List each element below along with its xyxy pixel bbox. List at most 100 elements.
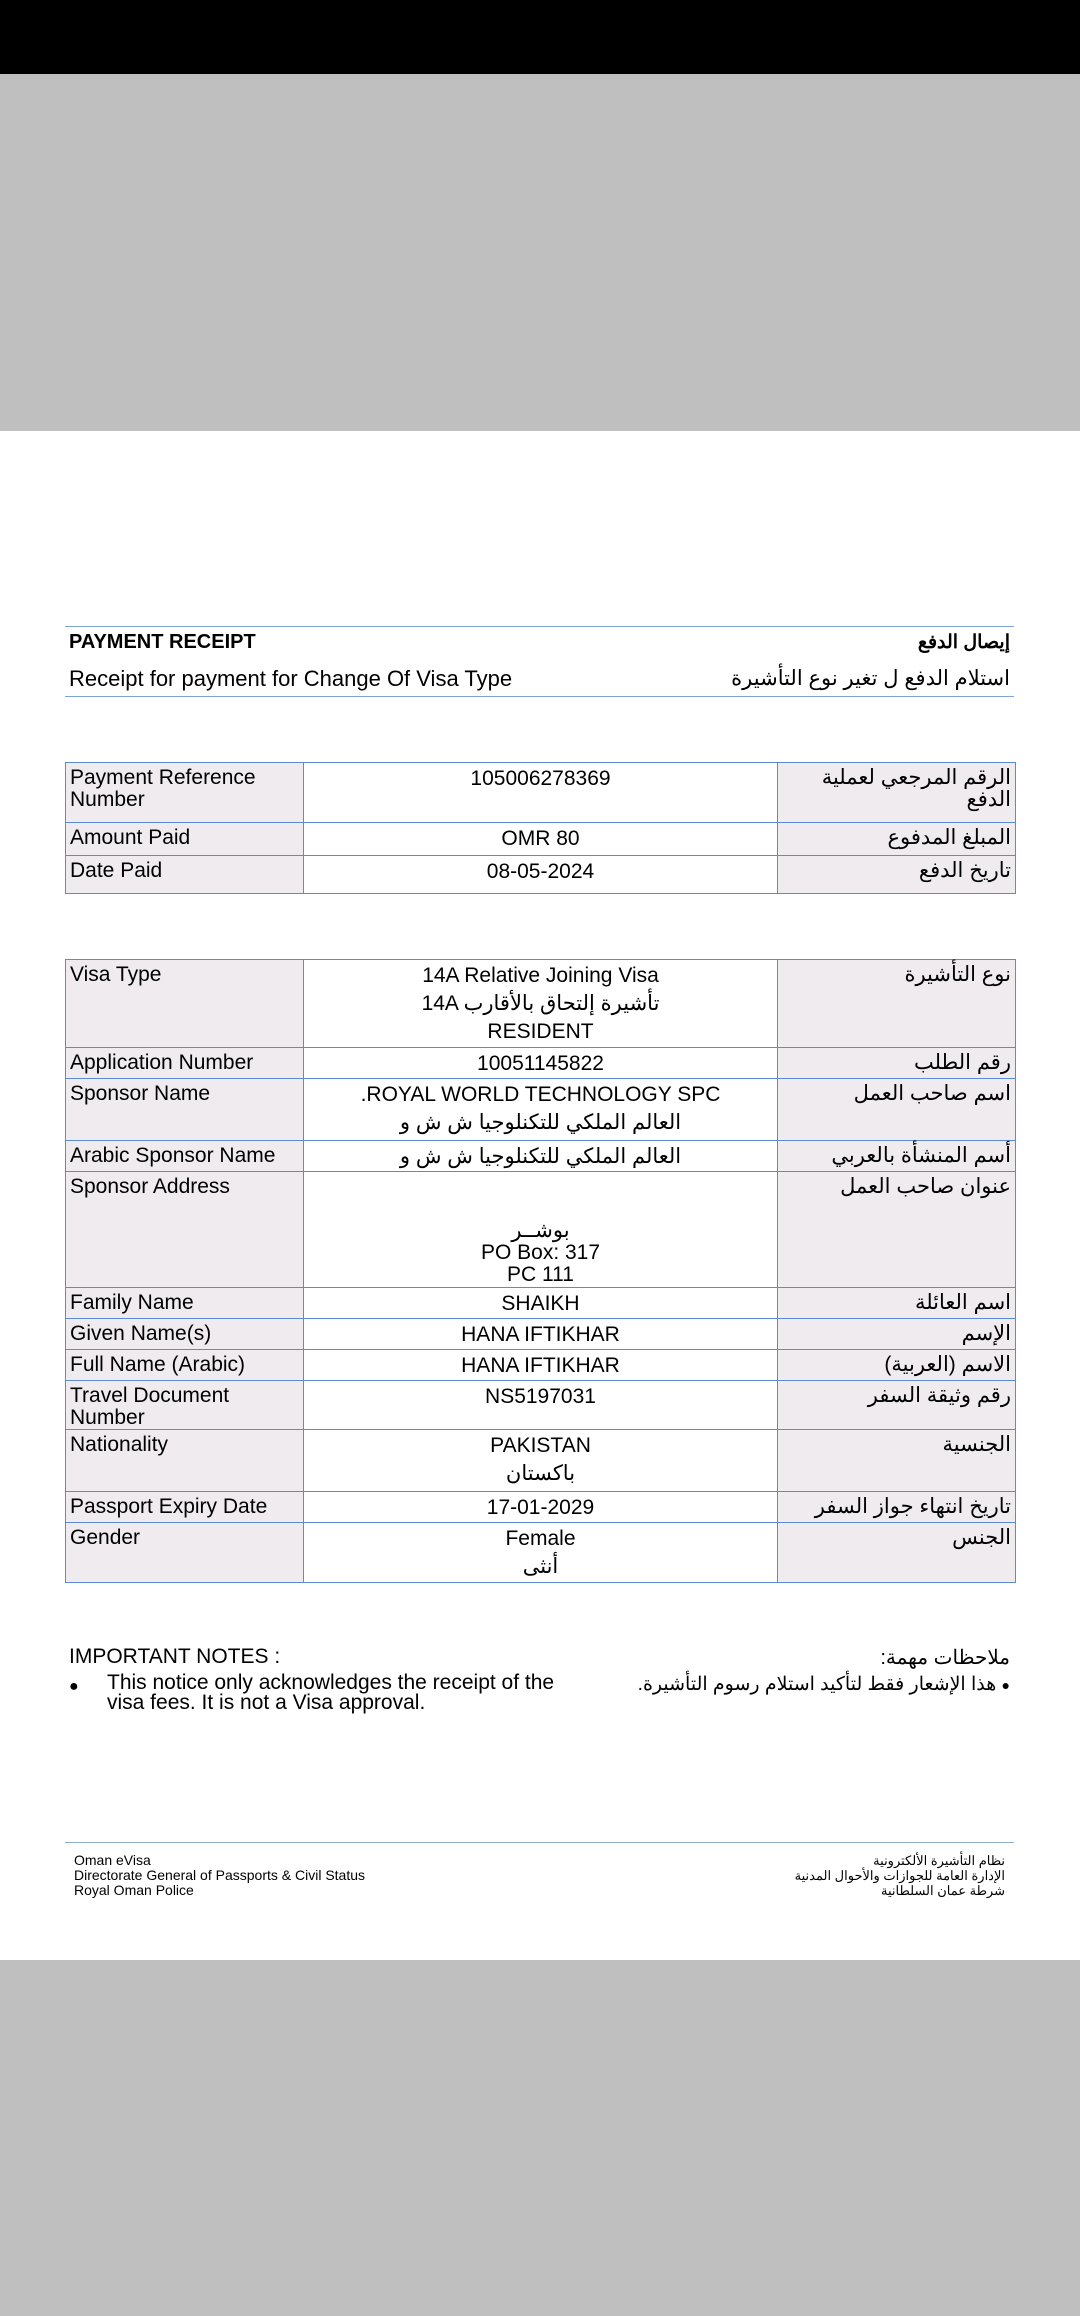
- field-value-line: باكستان: [505, 1462, 576, 1485]
- field-value-line: SHAIKH: [501, 1292, 580, 1315]
- footer-english: Oman eVisa Directorate General of Passpo…: [74, 1853, 365, 1898]
- field-value-line: PC 111: [507, 1263, 574, 1286]
- field-label: Travel Document Number: [65, 1380, 304, 1430]
- field-value: Female أنثى: [303, 1522, 778, 1583]
- top-status-bar: [0, 0, 1080, 74]
- field-label-arabic: تاريخ الدفع: [777, 855, 1016, 894]
- header-bottom-divider: [65, 696, 1014, 697]
- important-notes-title: IMPORTANT NOTES :: [69, 1645, 281, 1668]
- field-label: Date Paid: [65, 855, 304, 894]
- field-value: 10051145822: [303, 1047, 778, 1079]
- field-label-arabic: الاسم (العربية): [777, 1349, 1016, 1381]
- field-label-arabic: الجنسية: [777, 1429, 1016, 1492]
- field-label: Given Name(s): [65, 1318, 304, 1350]
- page-subtitle: Receipt for payment for Change Of Visa T…: [69, 666, 513, 691]
- page-title: PAYMENT RECEIPT: [69, 631, 256, 653]
- visa-details-table: Visa Type 14A Relative Joining Visa 14A تأ…: [65, 959, 1016, 1583]
- field-label: Passport Expiry Date: [65, 1491, 304, 1523]
- field-label: Arabic Sponsor Name: [65, 1140, 304, 1172]
- field-value-line: PO Box: 317: [480, 1241, 601, 1264]
- field-value: PAKISTAN باكستان: [303, 1429, 778, 1492]
- field-value: SHAIKH: [303, 1287, 778, 1319]
- field-label-arabic: أسم المنشأة بالعربي: [777, 1140, 1016, 1172]
- field-label-arabic: رقم الطلب: [777, 1047, 1016, 1079]
- field-label: Gender: [65, 1522, 304, 1583]
- field-value-line: OMR 80: [501, 827, 580, 850]
- footer-line: Royal Oman Police: [74, 1882, 194, 1898]
- payment-table: Payment Reference Number 105006278369 الرق…: [65, 762, 1016, 894]
- field-value-line: NS5197031: [485, 1385, 596, 1408]
- field-label: Amount Paid: [65, 822, 304, 856]
- table-row: Amount Paid OMR 80 المبلغ المدفوع: [65, 822, 1016, 856]
- bullet-icon: ●: [69, 1678, 79, 1695]
- field-value: 14A Relative Joining Visa 14A تأشيرة إلتح…: [303, 959, 778, 1048]
- table-row: Family Name SHAIKH اسم العائلة: [65, 1287, 1016, 1319]
- field-value-line: العالم الملكي للتكنلوجيا ش ش و: [399, 1111, 682, 1134]
- field-value: NS5197031: [303, 1380, 778, 1430]
- field-value-line: HANA IFTIKHAR: [461, 1323, 620, 1346]
- field-label: Family Name: [65, 1287, 304, 1319]
- field-label-arabic: الرقم المرجعي لعملية الدفع: [777, 762, 1016, 823]
- field-value-line: 105006278369: [470, 767, 611, 790]
- field-label: Visa Type: [65, 959, 304, 1048]
- field-value-line: .ROYAL WORLD TECHNOLOGY SPC: [360, 1083, 721, 1106]
- footer-arabic: نظام التأشيرة الألكترونية الإدارة العامة…: [795, 1853, 1005, 1898]
- field-value: OMR 80: [303, 822, 778, 856]
- note-text-arabic: هذا الإشعار فقط لتأكيد استلام رسوم التأش…: [637, 1674, 997, 1695]
- important-notes-title-arabic: ملاحظات مهمة:: [880, 1647, 1010, 1669]
- field-label: Application Number: [65, 1047, 304, 1079]
- field-label: Full Name (Arabic): [65, 1349, 304, 1381]
- field-value-line: بوشــر: [511, 1219, 570, 1242]
- table-row: Visa Type 14A Relative Joining Visa 14A تأ…: [65, 959, 1016, 1048]
- footer-line-arabic: الإدارة العامة للجوازات والأحوال المدنية: [794, 1868, 1005, 1883]
- field-value-line: أنثى: [522, 1555, 559, 1578]
- field-value: 08-05-2024: [303, 855, 778, 894]
- field-label-arabic: الإسم: [777, 1318, 1016, 1350]
- field-value: HANA IFTIKHAR: [303, 1349, 778, 1381]
- footer-line: Oman eVisa: [74, 1852, 151, 1868]
- table-row: Arabic Sponsor Name العالم الملكي للتكنلو…: [65, 1140, 1016, 1172]
- table-row: Given Name(s) HANA IFTIKHAR الإسم: [65, 1318, 1016, 1350]
- field-value: العالم الملكي للتكنلوجيا ش ش و: [303, 1140, 778, 1172]
- note-text: This notice only acknowledges the receip…: [107, 1671, 555, 1714]
- table-row: Travel Document Number NS5197031 رقم وثيقة…: [65, 1380, 1016, 1430]
- field-label-arabic: نوع التأشيرة: [777, 959, 1016, 1048]
- field-label-arabic: عنوان صاحب العمل: [777, 1171, 1016, 1288]
- field-value-line: HANA IFTIKHAR: [461, 1354, 620, 1377]
- field-label: Payment Reference Number: [65, 762, 304, 823]
- field-label-arabic: رقم وثيقة السفر: [777, 1380, 1016, 1430]
- table-row: Sponsor Name .ROYAL WORLD TECHNOLOGY SPC ا…: [65, 1078, 1016, 1141]
- table-row: Payment Reference Number 105006278369 الرق…: [65, 762, 1016, 823]
- field-value-line: PAKISTAN: [490, 1434, 591, 1457]
- footer-line-arabic: نظام التأشيرة الألكترونية: [873, 1853, 1005, 1868]
- field-value-line: RESIDENT: [487, 1020, 594, 1043]
- field-value-line: Female: [505, 1527, 576, 1550]
- field-label-arabic: اسم صاحب العمل: [777, 1078, 1016, 1141]
- footer-divider: [65, 1842, 1014, 1843]
- field-value-line: 14A Relative Joining Visa: [422, 964, 659, 987]
- table-row: Gender Female أنثى الجنس: [65, 1522, 1016, 1583]
- header-top-divider: [65, 626, 1014, 627]
- field-label-arabic: المبلغ المدفوع: [777, 822, 1016, 856]
- field-value: بوشــر PO Box: 317 PC 111: [303, 1171, 778, 1288]
- field-label: Sponsor Name: [65, 1078, 304, 1141]
- field-label-arabic: تاريخ انتهاء جواز السفر: [777, 1491, 1016, 1523]
- table-row: Application Number 10051145822 رقم الطلب: [65, 1047, 1016, 1079]
- field-value-line: 08-05-2024: [486, 860, 595, 883]
- field-value: HANA IFTIKHAR: [303, 1318, 778, 1350]
- footer-line-arabic: شرطة عمان السلطانية: [881, 1883, 1005, 1898]
- field-label-arabic: اسم العائلة: [777, 1287, 1016, 1319]
- bullet-icon: ●: [1001, 1677, 1010, 1693]
- field-value: .ROYAL WORLD TECHNOLOGY SPC العالم الملكي…: [303, 1078, 778, 1141]
- table-row: Nationality PAKISTAN باكستان الجنسية: [65, 1429, 1016, 1492]
- field-label: Nationality: [65, 1429, 304, 1492]
- field-label: Sponsor Address: [65, 1171, 304, 1288]
- field-label-arabic: الجنس: [777, 1522, 1016, 1583]
- field-value-line: 10051145822: [477, 1052, 604, 1075]
- field-value-line: 14A تأشيرة إلتحاق بالأقارب: [421, 992, 660, 1015]
- table-row: Sponsor Address بوشــر PO Box: 317 PC 111 عن…: [65, 1171, 1016, 1288]
- field-value: 105006278369: [303, 762, 778, 823]
- field-value-line: العالم الملكي للتكنلوجيا ش ش و: [399, 1145, 682, 1168]
- field-value-line: 17-01-2029: [486, 1496, 595, 1519]
- table-row: Passport Expiry Date 17-01-2029 تاريخ انته…: [65, 1491, 1016, 1523]
